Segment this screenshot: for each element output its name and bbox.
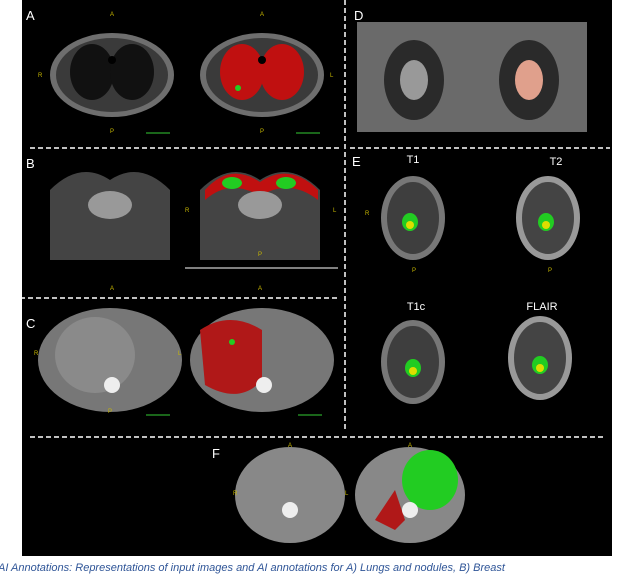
panel-c [38, 308, 334, 416]
panel-a-shape [258, 56, 266, 64]
panel-a-shape [220, 44, 264, 100]
panel-label: A [26, 8, 35, 23]
panel-e-shape [409, 367, 417, 375]
panel-a-shape [235, 85, 241, 91]
orientation-label: R [233, 491, 238, 497]
panel-f [235, 447, 465, 543]
panel-f-shape [402, 502, 418, 518]
panel-f-shape [375, 490, 405, 530]
panel-e-shape [542, 221, 550, 229]
panel-label: B [26, 156, 35, 171]
orientation-label: A [110, 286, 114, 292]
panel-e-shape [406, 221, 414, 229]
orientation-label: P [258, 252, 262, 258]
panel-b-shape [238, 191, 282, 219]
panel-f-shape [282, 502, 298, 518]
orientation-label: L [330, 73, 334, 79]
panel-label: E [352, 154, 361, 169]
panel-c-shape [229, 339, 235, 345]
panel-a-shape [108, 56, 116, 64]
orientation-label: P [412, 268, 416, 274]
orientation-label: L [333, 208, 337, 214]
orientation-label: R [365, 211, 370, 217]
panel-d-shape [400, 60, 428, 100]
orientation-label: P [548, 268, 552, 274]
panel-f-shape [235, 447, 345, 543]
orientation-label: P [260, 129, 264, 135]
orientation-label: R [38, 73, 43, 79]
sequence-label: FLAIR [526, 301, 557, 313]
panel-f-shape [402, 450, 458, 510]
panel-a [50, 33, 324, 134]
panel-c-shape [200, 320, 262, 394]
orientation-label: A [288, 443, 292, 449]
panel-a-shape [70, 44, 114, 100]
panel-c-shape [55, 317, 135, 393]
panel-a-shape [110, 44, 154, 100]
orientation-label: A [110, 12, 114, 18]
panel-e [381, 176, 580, 404]
panel-b [50, 172, 338, 269]
orientation-label: A [260, 12, 264, 18]
sequence-label: T2 [550, 156, 563, 168]
orientation-label: P [108, 409, 112, 415]
panel-label: F [212, 446, 220, 461]
sequence-label: T1 [407, 154, 420, 166]
orientation-label: R [34, 351, 39, 357]
panel-a-shape [260, 44, 304, 100]
orientation-label: P [110, 129, 114, 135]
panel-c-shape [104, 377, 120, 393]
panel-e-shape [536, 364, 544, 372]
orientation-label: A [258, 286, 262, 292]
orientation-label: R [185, 208, 190, 214]
panel-b-shape [88, 191, 132, 219]
panel-label: C [26, 316, 35, 331]
panel-b-shape [222, 177, 242, 189]
panel-d [357, 22, 587, 132]
orientation-label: L [345, 491, 349, 497]
orientation-label: L [178, 351, 182, 357]
panel-label: D [354, 8, 363, 23]
orientation-label: A [408, 443, 412, 449]
sequence-label: T1c [407, 301, 426, 313]
panel-b-shape [276, 177, 296, 189]
panel-c-shape [256, 377, 272, 393]
panel-d-shape [515, 60, 543, 100]
caption: AI Annotations: Representations of input… [0, 562, 506, 574]
